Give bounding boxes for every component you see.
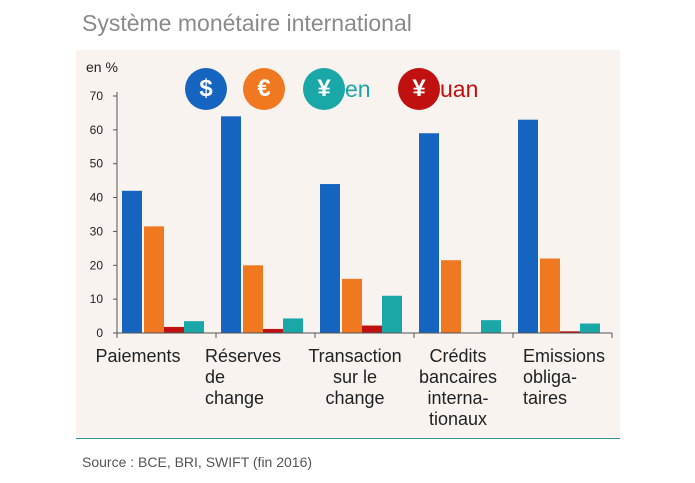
y-tick-label: 30 bbox=[90, 224, 104, 238]
bar bbox=[342, 278, 362, 333]
x-tick-label: change bbox=[205, 388, 264, 408]
x-tick-label: Crédits bbox=[429, 346, 486, 366]
y-tick-label: 60 bbox=[90, 123, 104, 137]
x-tick-label: sur le bbox=[333, 367, 377, 387]
y-tick-label: 20 bbox=[90, 258, 104, 272]
currency-icon: $ bbox=[185, 68, 227, 110]
x-tick-label: Réserves bbox=[205, 346, 281, 366]
chart-title: Système monétaire international bbox=[82, 10, 412, 36]
x-tick-label: change bbox=[325, 388, 384, 408]
bar bbox=[320, 184, 340, 333]
x-tick-label: de bbox=[205, 367, 225, 387]
x-tick-label: Paiements bbox=[95, 346, 180, 366]
y-tick-label: 40 bbox=[90, 191, 104, 205]
bar bbox=[184, 321, 204, 333]
bar bbox=[144, 226, 164, 333]
source-note: Source : BCE, BRI, SWIFT (fin 2016) bbox=[82, 454, 313, 470]
y-tick-label: 0 bbox=[96, 326, 103, 340]
currency-icon: ¥ bbox=[398, 68, 440, 110]
legend-item: ¥ uan bbox=[398, 68, 478, 110]
bar bbox=[580, 323, 600, 333]
bar bbox=[243, 265, 263, 333]
bar bbox=[481, 320, 501, 333]
x-tick-label: Emissions bbox=[523, 346, 605, 366]
bar bbox=[419, 133, 439, 333]
x-tick-label: bancaires bbox=[419, 367, 497, 387]
y-tick-label: 50 bbox=[90, 157, 104, 171]
bar bbox=[560, 331, 580, 333]
bar bbox=[441, 260, 461, 333]
x-tick-label: obliga- bbox=[523, 367, 577, 387]
bottom-divider bbox=[76, 438, 620, 439]
bar bbox=[221, 116, 241, 333]
bar bbox=[518, 119, 538, 333]
bar bbox=[283, 318, 303, 333]
x-tick-label: Transaction bbox=[308, 346, 401, 366]
legend-item: € bbox=[243, 68, 285, 110]
x-tick-label: interna- bbox=[427, 388, 488, 408]
y-axis-unit: en % bbox=[86, 59, 118, 75]
y-tick-label: 70 bbox=[90, 89, 104, 103]
currency-icon: € bbox=[243, 68, 285, 110]
bar bbox=[362, 325, 382, 333]
legend-suffix: en bbox=[345, 76, 371, 102]
currency-icon: ¥ bbox=[303, 68, 345, 110]
y-tick-label: 10 bbox=[90, 292, 104, 306]
x-tick-label: taires bbox=[523, 388, 567, 408]
bar bbox=[164, 326, 184, 333]
legend-suffix: uan bbox=[440, 76, 479, 102]
bar bbox=[382, 295, 402, 333]
legend-item: $ bbox=[185, 68, 227, 110]
bar bbox=[263, 328, 283, 333]
bar bbox=[122, 190, 142, 333]
legend-item: ¥ en bbox=[303, 68, 371, 110]
bar bbox=[540, 258, 560, 333]
x-tick-label: tionaux bbox=[429, 409, 487, 429]
